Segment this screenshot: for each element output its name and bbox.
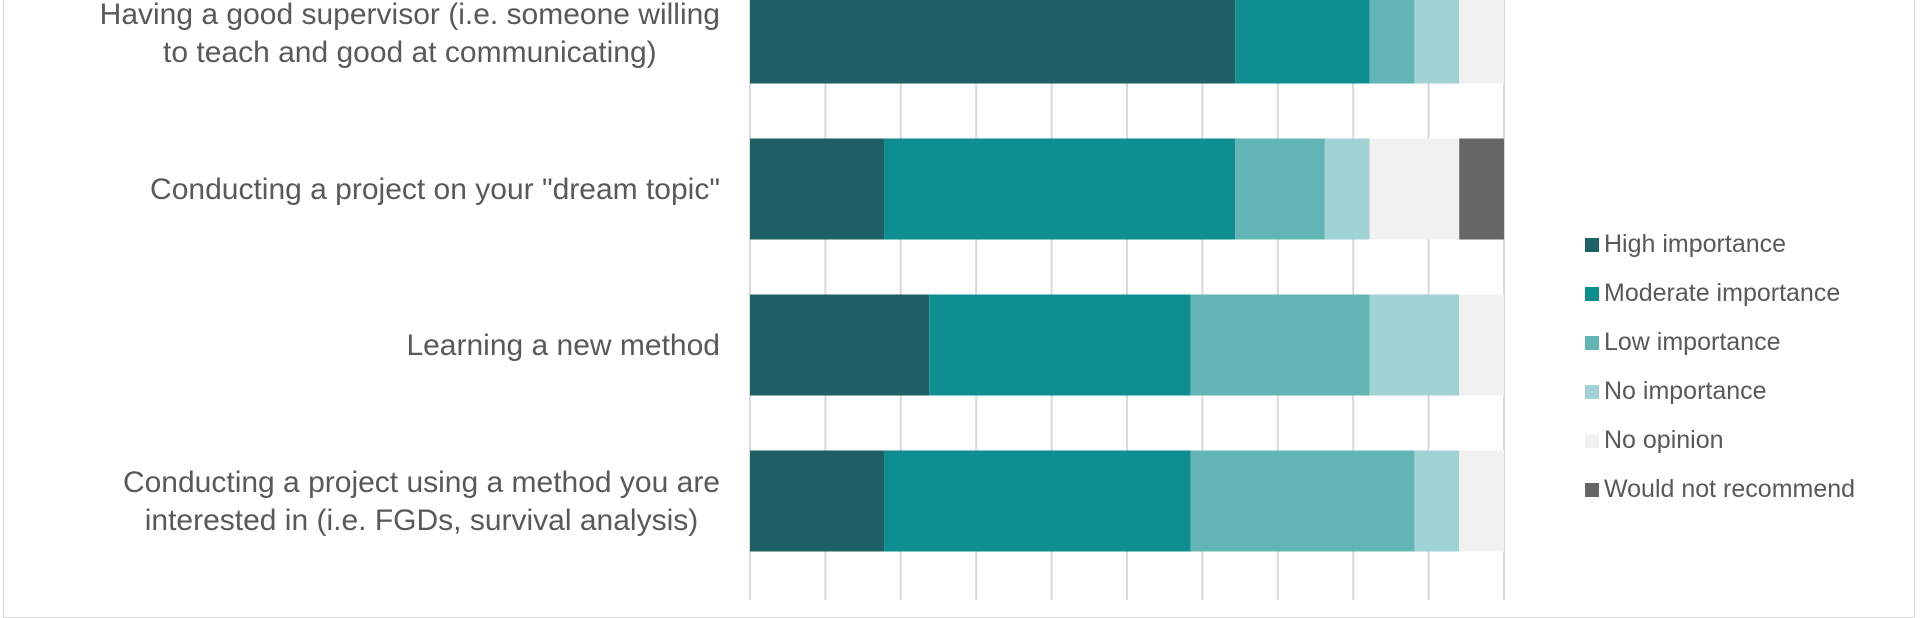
legend-label: High importance — [1604, 230, 1787, 258]
category-label: Having a good supervisor (i.e. someone w… — [100, 0, 720, 69]
bar-segment — [1235, 138, 1325, 240]
bars — [750, 0, 1504, 552]
bar-segment — [1459, 138, 1504, 240]
bar-segment — [1324, 138, 1370, 240]
bar-segment — [1414, 450, 1460, 552]
bar-segment — [1414, 0, 1460, 84]
legend-swatch — [1585, 286, 1599, 301]
legend-label: Would not recommend — [1604, 475, 1856, 503]
bar-segment — [750, 450, 885, 552]
bar-segment — [1369, 138, 1460, 240]
legend-swatch — [1585, 335, 1599, 350]
bar-segment — [1459, 450, 1504, 552]
bar-segment — [750, 138, 885, 240]
bar-segment — [1459, 0, 1504, 84]
legend-label: No opinion — [1604, 426, 1724, 454]
bar-segment — [750, 294, 930, 396]
legend-item: Low importance — [1585, 318, 1855, 367]
bar-chart: Having a good supervisor (i.e. someone w… — [100, 0, 1505, 600]
bar-segment — [750, 0, 1236, 84]
legend-label: No importance — [1604, 377, 1767, 405]
legend-swatch — [1585, 237, 1599, 252]
legend-item: Would not recommend — [1585, 465, 1855, 514]
bar-segment — [1190, 450, 1415, 552]
legend: High importance Moderate importance Low im… — [1585, 220, 1855, 514]
bar-segment — [1190, 294, 1370, 396]
legend-item: No importance — [1585, 367, 1855, 416]
chart-area: Having a good supervisor (i.e. someone w… — [3, 0, 1915, 618]
legend-item: Moderate importance — [1585, 269, 1855, 318]
bar-segment — [1369, 294, 1460, 396]
bar-segment — [1235, 0, 1370, 84]
category-labels: Having a good supervisor (i.e. someone w… — [100, 0, 720, 537]
category-label: Conducting a project using a method you … — [123, 466, 720, 537]
bar-segment — [884, 450, 1191, 552]
legend-swatch — [1585, 384, 1599, 399]
legend-swatch — [1585, 433, 1599, 448]
bar-segment — [929, 294, 1191, 396]
legend-label: Moderate importance — [1604, 279, 1841, 307]
legend-swatch — [1585, 482, 1599, 497]
legend-item: No opinion — [1585, 416, 1855, 465]
bar-segment — [1459, 294, 1504, 396]
bar-segment — [884, 138, 1236, 240]
legend-item: High importance — [1585, 220, 1855, 269]
legend-label: Low importance — [1604, 328, 1781, 356]
category-label: Conducting a project on your "dream topi… — [150, 173, 720, 206]
bar-segment — [1369, 0, 1415, 84]
category-label: Learning a new method — [406, 329, 720, 362]
